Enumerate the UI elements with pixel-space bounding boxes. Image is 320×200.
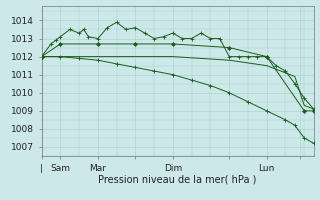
X-axis label: Pression niveau de la mer( hPa ): Pression niveau de la mer( hPa ) [99,174,257,184]
